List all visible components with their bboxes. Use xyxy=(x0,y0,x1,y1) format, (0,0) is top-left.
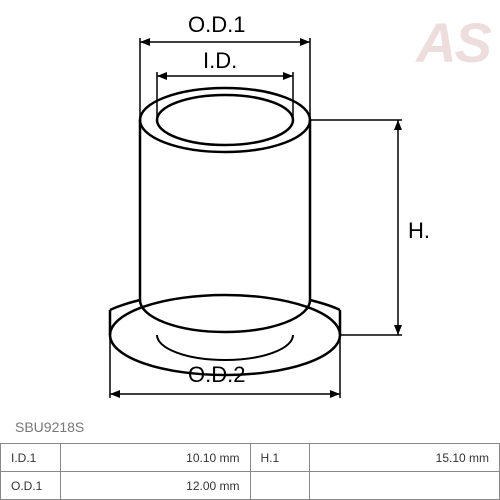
spec-label: I.D.1 xyxy=(1,444,61,472)
table-row: I.D.1 10.10 mm H.1 15.10 mm xyxy=(1,444,500,472)
label-od2: O.D.2 xyxy=(188,362,245,388)
label-h: H. xyxy=(408,218,430,244)
spec-table: I.D.1 10.10 mm H.1 15.10 mm O.D.1 12.00 … xyxy=(0,443,500,500)
spec-value: 10.10 mm xyxy=(60,444,250,472)
spec-value: 15.10 mm xyxy=(310,444,500,472)
label-od1: O.D.1 xyxy=(188,12,245,38)
spec-value: 12.00 mm xyxy=(60,472,250,500)
table-row: O.D.1 12.00 mm xyxy=(1,472,500,500)
bushing-diagram xyxy=(0,0,500,420)
spec-value xyxy=(310,472,500,500)
part-number: SBU9218S xyxy=(15,419,84,435)
spec-label: H.1 xyxy=(250,444,310,472)
label-id: I.D. xyxy=(203,48,237,74)
spec-label xyxy=(250,472,310,500)
spec-label: O.D.1 xyxy=(1,472,61,500)
